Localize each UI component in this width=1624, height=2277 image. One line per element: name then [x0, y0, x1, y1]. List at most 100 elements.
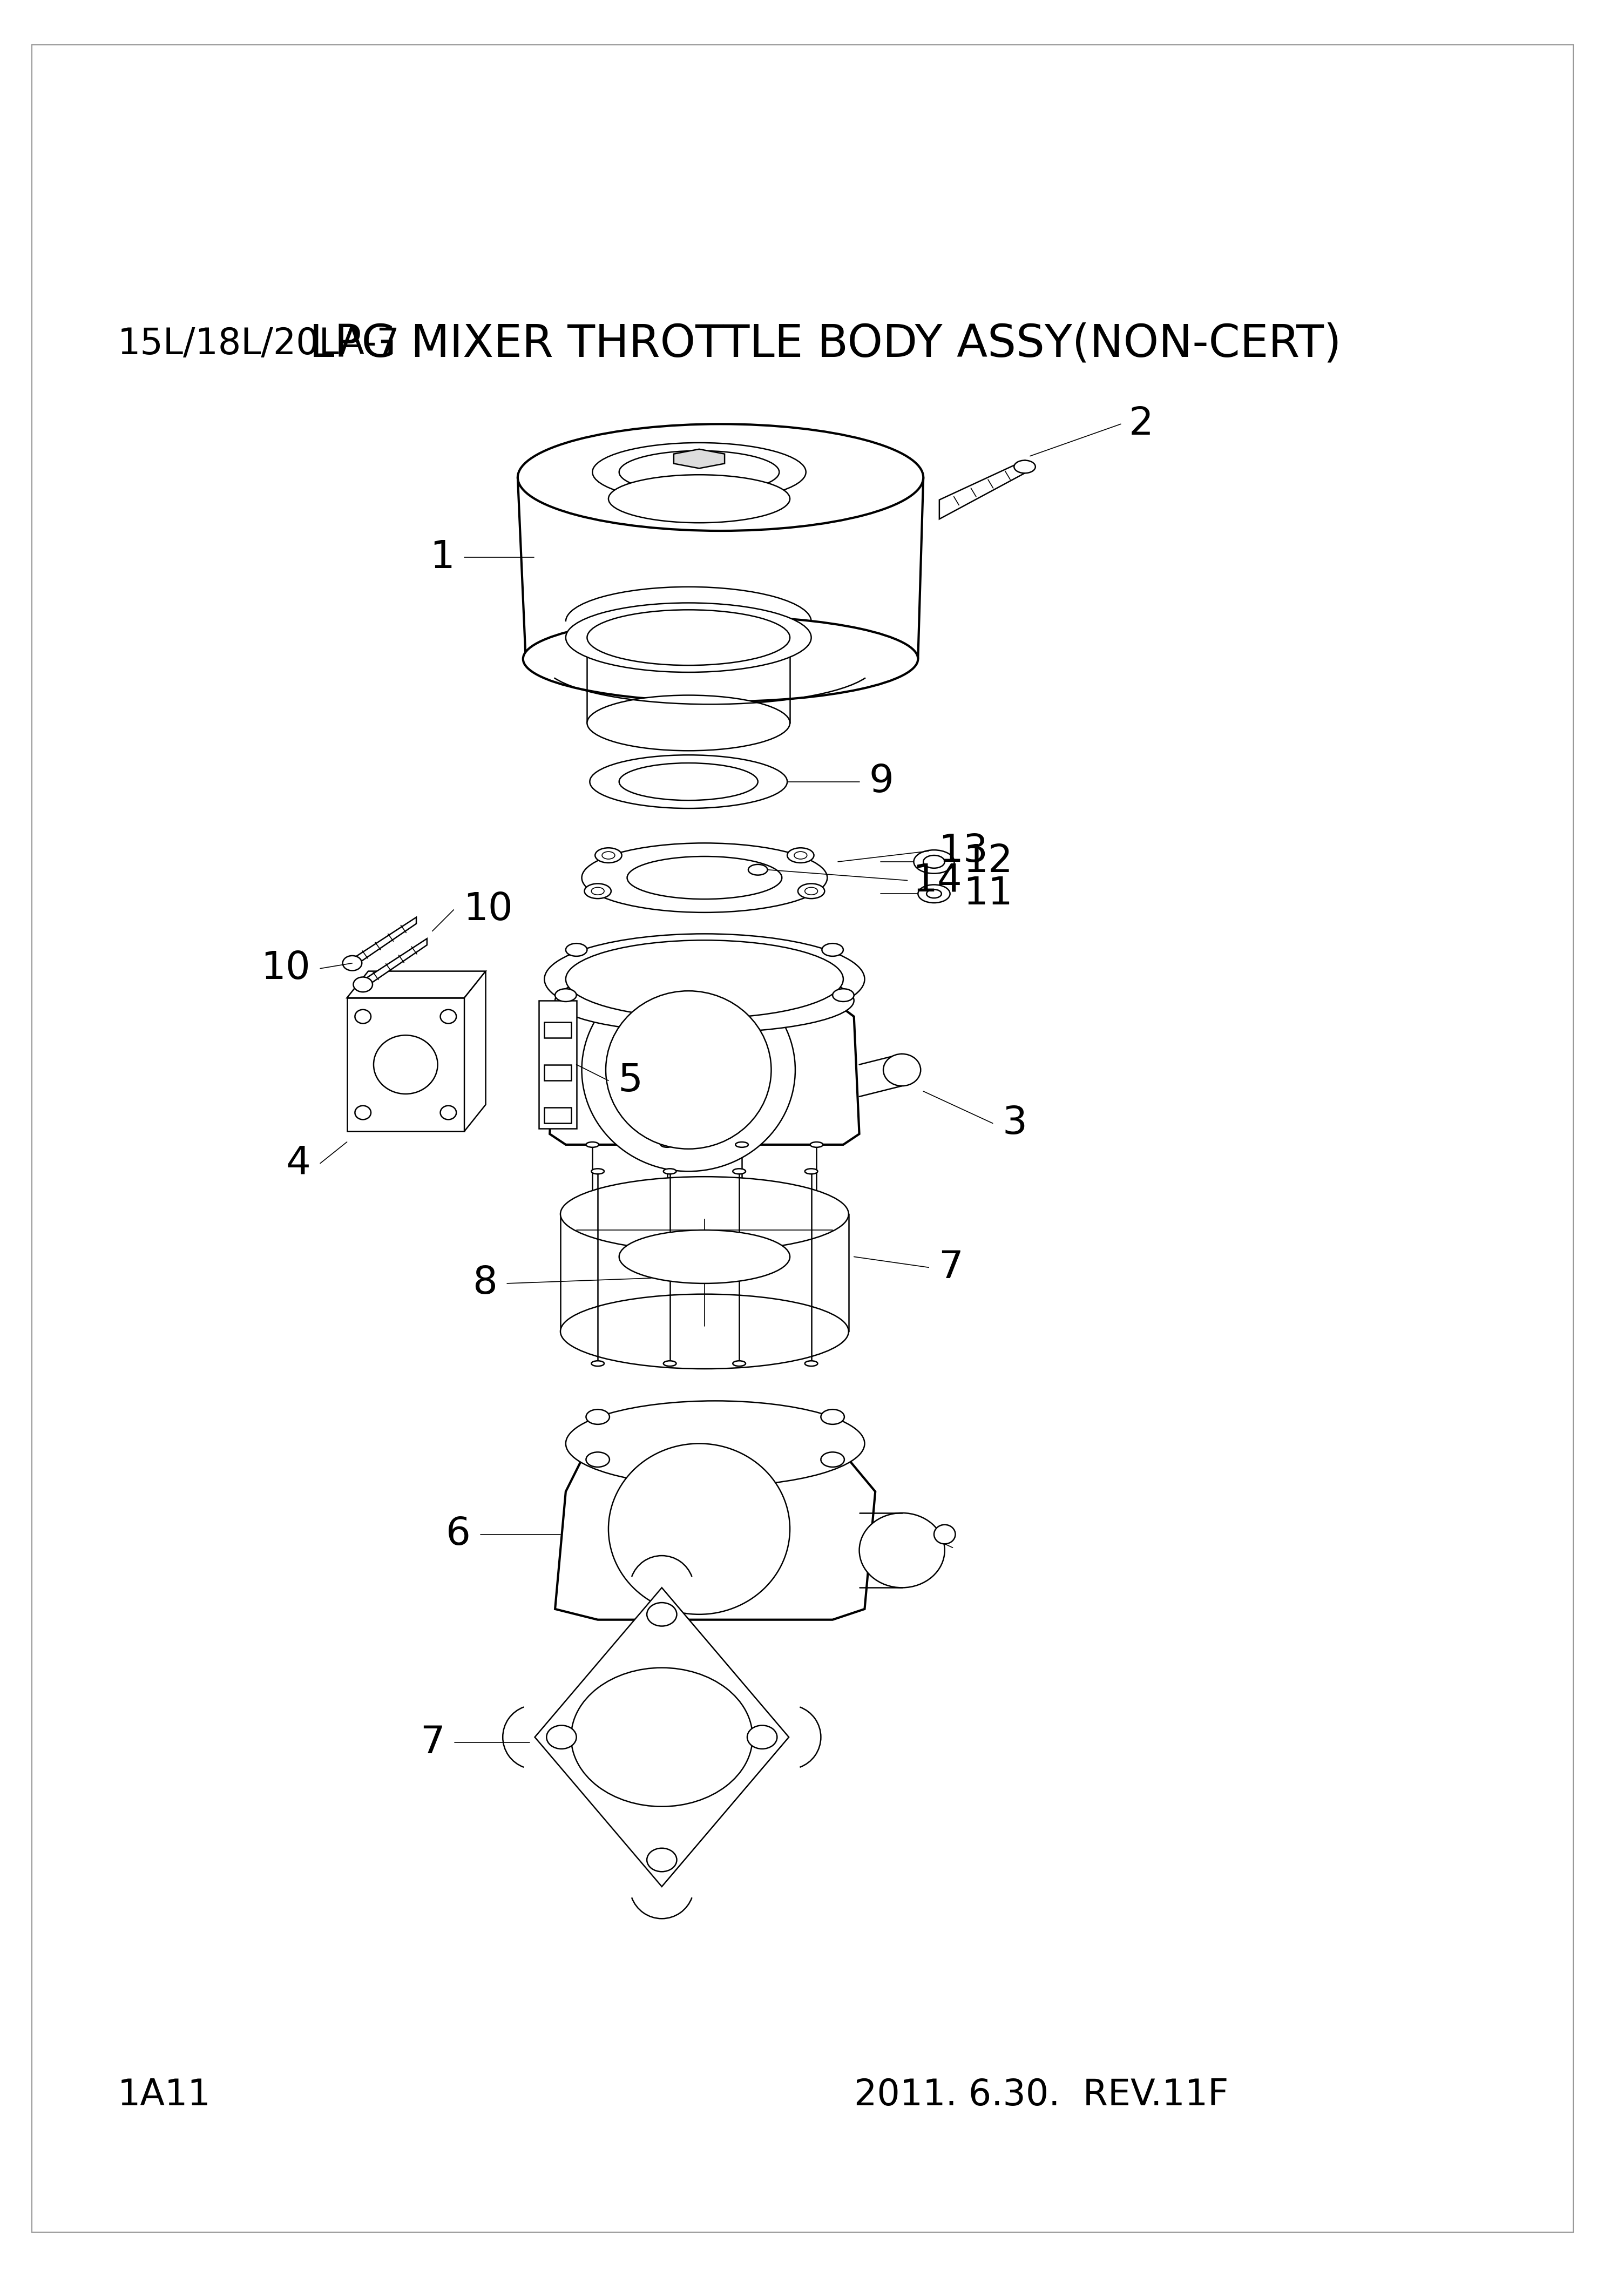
Polygon shape	[534, 1587, 789, 1888]
Ellipse shape	[440, 1009, 456, 1022]
Text: LPG MIXER THROTTLE BODY ASSY(NON-CERT): LPG MIXER THROTTLE BODY ASSY(NON-CERT)	[310, 321, 1341, 367]
Text: 2011. 6.30.  REV.11F: 2011. 6.30. REV.11F	[854, 2077, 1228, 2113]
Text: 12: 12	[963, 842, 1013, 881]
Polygon shape	[939, 460, 1025, 519]
Polygon shape	[362, 938, 427, 988]
Ellipse shape	[565, 940, 843, 1018]
Ellipse shape	[627, 856, 781, 899]
Ellipse shape	[661, 1195, 674, 1200]
Ellipse shape	[822, 943, 843, 956]
Polygon shape	[464, 972, 486, 1132]
Ellipse shape	[661, 1143, 674, 1148]
Ellipse shape	[736, 1195, 749, 1200]
Ellipse shape	[518, 424, 924, 531]
Ellipse shape	[565, 603, 812, 672]
Ellipse shape	[1013, 460, 1036, 474]
Ellipse shape	[646, 1603, 677, 1626]
Text: 8: 8	[473, 1264, 497, 1302]
Ellipse shape	[591, 888, 604, 895]
Ellipse shape	[560, 1293, 849, 1368]
Ellipse shape	[586, 1143, 599, 1148]
Ellipse shape	[806, 1362, 817, 1366]
Text: 4: 4	[286, 1145, 310, 1182]
Polygon shape	[539, 1000, 577, 1129]
Ellipse shape	[732, 1168, 745, 1175]
Ellipse shape	[646, 1849, 677, 1872]
Ellipse shape	[547, 1726, 577, 1749]
Ellipse shape	[883, 1054, 921, 1086]
Text: 10: 10	[261, 950, 310, 988]
Text: 1A11: 1A11	[117, 2077, 211, 2113]
Polygon shape	[348, 997, 464, 1132]
Text: 3: 3	[1002, 1104, 1026, 1143]
Ellipse shape	[591, 1362, 604, 1366]
Ellipse shape	[586, 1409, 609, 1425]
Ellipse shape	[572, 1667, 752, 1806]
Ellipse shape	[343, 956, 362, 970]
Ellipse shape	[927, 890, 942, 897]
Polygon shape	[348, 972, 486, 997]
Ellipse shape	[736, 1143, 749, 1148]
Ellipse shape	[588, 694, 789, 751]
Ellipse shape	[544, 934, 864, 1025]
Ellipse shape	[820, 1453, 844, 1466]
Text: 14: 14	[913, 861, 961, 899]
Polygon shape	[544, 1107, 572, 1123]
Ellipse shape	[918, 886, 950, 904]
Ellipse shape	[609, 1444, 789, 1614]
Ellipse shape	[820, 1409, 844, 1425]
Ellipse shape	[833, 988, 854, 1002]
Ellipse shape	[588, 610, 789, 665]
Polygon shape	[551, 1000, 859, 1145]
Ellipse shape	[555, 988, 577, 1002]
Ellipse shape	[859, 1512, 945, 1587]
Ellipse shape	[788, 847, 814, 863]
Ellipse shape	[560, 1177, 849, 1252]
Ellipse shape	[810, 1143, 823, 1148]
Ellipse shape	[664, 1168, 676, 1175]
Ellipse shape	[555, 968, 854, 1031]
Ellipse shape	[565, 1400, 864, 1487]
Ellipse shape	[747, 1726, 778, 1749]
Ellipse shape	[914, 849, 955, 874]
Ellipse shape	[586, 1195, 599, 1200]
Polygon shape	[352, 918, 416, 968]
Ellipse shape	[794, 852, 807, 858]
Text: 1: 1	[430, 540, 455, 576]
Ellipse shape	[581, 968, 796, 1170]
Ellipse shape	[523, 617, 918, 701]
Ellipse shape	[732, 1362, 745, 1366]
Ellipse shape	[594, 847, 622, 863]
Ellipse shape	[810, 1195, 823, 1200]
Ellipse shape	[797, 883, 825, 899]
Ellipse shape	[565, 943, 588, 956]
Ellipse shape	[374, 1036, 437, 1093]
Ellipse shape	[581, 842, 827, 913]
Text: 10: 10	[463, 890, 513, 929]
Ellipse shape	[609, 474, 789, 524]
Text: 2: 2	[1129, 405, 1153, 442]
Polygon shape	[555, 1460, 875, 1619]
Ellipse shape	[806, 1168, 817, 1175]
Ellipse shape	[585, 883, 611, 899]
Text: 5: 5	[619, 1061, 643, 1100]
Polygon shape	[544, 1022, 572, 1038]
Ellipse shape	[591, 1168, 604, 1175]
Ellipse shape	[619, 451, 780, 494]
Text: 13: 13	[939, 833, 987, 870]
Ellipse shape	[440, 1107, 456, 1120]
Text: 7: 7	[421, 1724, 445, 1760]
Ellipse shape	[619, 1230, 789, 1284]
Ellipse shape	[356, 1107, 370, 1120]
Ellipse shape	[749, 865, 768, 874]
Text: 15L/18L/20LA-7: 15L/18L/20LA-7	[117, 326, 400, 362]
Text: 6: 6	[447, 1516, 471, 1553]
Ellipse shape	[354, 977, 372, 993]
Ellipse shape	[619, 763, 758, 799]
Ellipse shape	[586, 1453, 609, 1466]
Polygon shape	[544, 1066, 572, 1082]
Ellipse shape	[924, 856, 945, 868]
Ellipse shape	[590, 756, 788, 808]
Polygon shape	[674, 449, 724, 469]
Ellipse shape	[934, 1526, 955, 1544]
